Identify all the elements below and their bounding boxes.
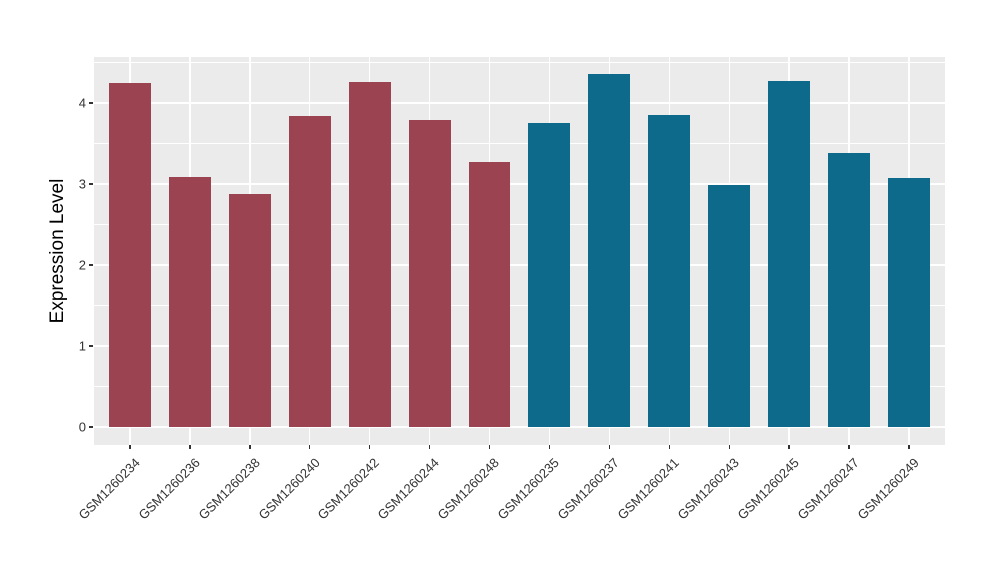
gridline-major-y-2 [94,264,945,266]
x-tick-label-text: GSM1260249 [854,455,922,523]
gridline-minor-y-3.5 [94,143,945,145]
y-tick-mark-3 [89,183,93,185]
y-tick-label-2: 2 [78,257,86,273]
gridline-major-y-3 [94,183,945,185]
bar-GSM1260249 [888,177,930,428]
gridline-major-y-4 [94,102,945,104]
y-tick-label-1: 1 [78,338,86,354]
x-tick-mark-GSM1260249 [908,445,910,449]
x-tick-mark-GSM1260240 [308,445,311,449]
y-tick-label-0: 0 [78,419,86,435]
x-tick-mark-GSM1260248 [488,445,491,449]
y-tick-mark-2 [89,264,93,266]
bar-GSM1260242 [348,82,391,428]
x-tick-mark-GSM1260242 [368,445,371,449]
bar-GSM1260248 [468,162,511,428]
gridline-minor-y-1.5 [94,305,945,307]
gridline-major-y-0 [94,426,945,428]
y-tick-label-3: 3 [78,176,86,192]
x-tick-mark-GSM1260237 [608,445,611,449]
x-tick-label-text: GSM1260242 [314,455,383,523]
x-tick-label-text: GSM1260240 [255,455,323,523]
gridline-minor-y-2.5 [94,224,945,226]
x-tick-mark-GSM1260247 [848,445,850,449]
x-tick-mark-GSM1260245 [788,445,790,449]
x-tick-mark-GSM1260234 [129,445,131,449]
x-tick-mark-GSM1260243 [728,445,730,449]
x-tick-label-text: GSM1260238 [195,455,263,523]
bar-GSM1260244 [408,120,451,428]
x-tick-label-text: GSM1260248 [434,455,503,523]
x-tick-mark-GSM1260236 [189,445,191,449]
x-tick-label-text: GSM1260247 [794,455,862,523]
y-tick-mark-1 [89,345,93,347]
bar-GSM1260238 [228,193,271,428]
x-tick-label-text: GSM1260234 [75,455,143,523]
bar-GSM1260235 [528,122,571,428]
x-tick-label-text: GSM1260241 [614,455,682,523]
y-tick-label-4: 4 [78,95,86,111]
x-tick-label-text: GSM1260236 [135,455,203,523]
x-tick-label-text: GSM1260245 [734,455,802,523]
gridline-minor-y-4.5 [94,62,945,64]
gridline-minor-y-0.5 [94,386,945,388]
x-tick-mark-GSM1260244 [428,445,431,449]
bar-GSM1260245 [768,81,811,428]
y-axis-title: Expression Level [47,178,68,324]
bar-GSM1260240 [288,116,331,428]
x-tick-mark-GSM1260238 [249,445,251,449]
x-tick-label-text: GSM1260237 [554,455,622,523]
bar-GSM1260234 [108,82,151,428]
bar-GSM1260236 [168,176,211,428]
x-tick-mark-GSM1260241 [668,445,671,449]
y-tick-mark-4 [89,102,93,104]
bar-GSM1260241 [648,115,691,428]
gridline-major-y-1 [94,345,945,347]
x-tick-label-text: GSM1260235 [494,455,563,523]
bar-GSM1260247 [828,153,871,428]
y-tick-mark-0 [89,426,93,428]
bar-GSM1260237 [588,74,631,428]
x-tick-label-text: GSM1260244 [374,455,443,523]
plot-panel [94,57,945,445]
x-tick-mark-GSM1260235 [548,445,551,449]
bar-GSM1260243 [708,184,751,428]
x-tick-label-text: GSM1260243 [674,455,742,523]
